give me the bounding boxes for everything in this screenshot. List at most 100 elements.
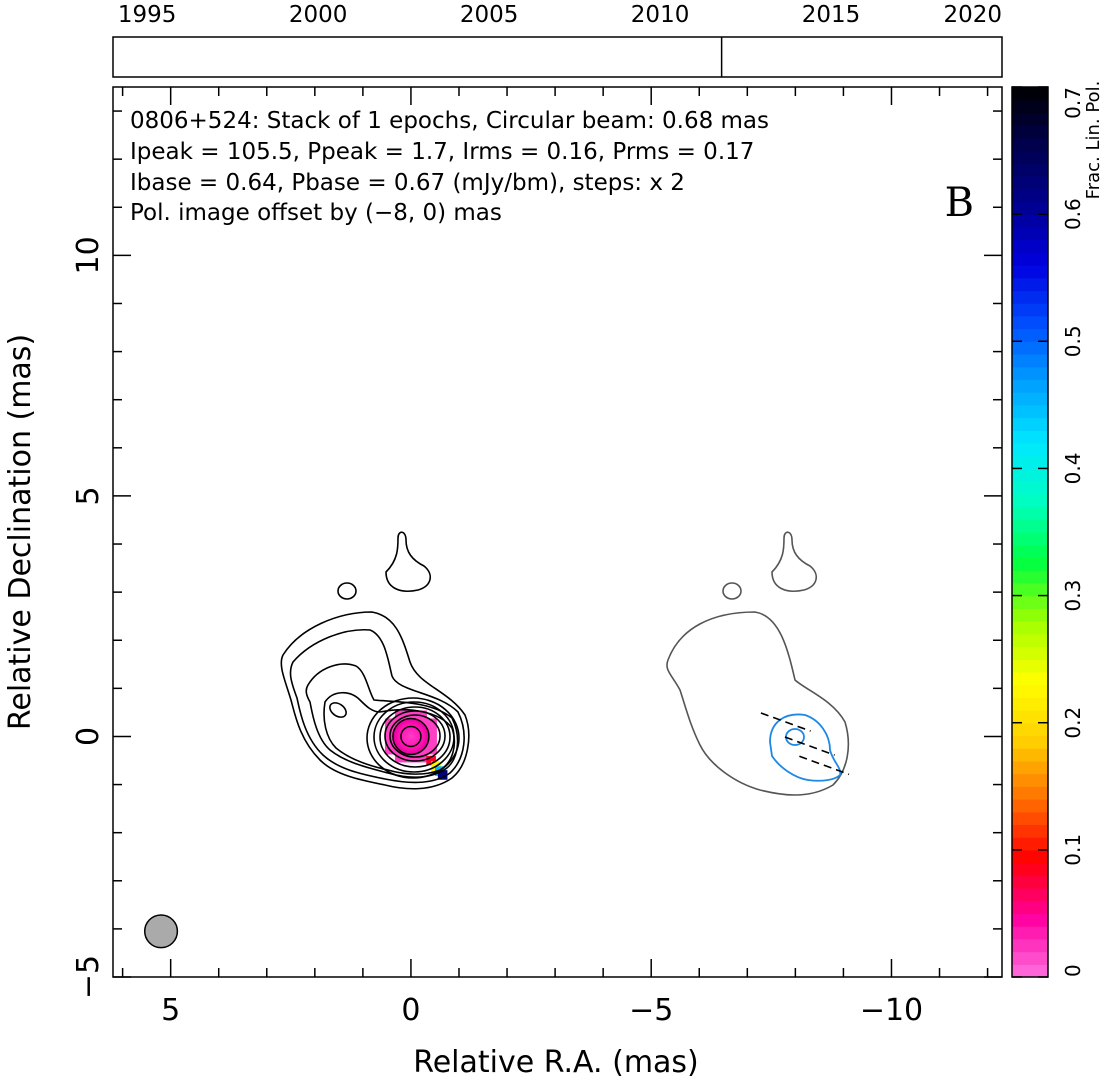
colorbar-band (1012, 379, 1048, 393)
timeline-tick-label: 2015 (802, 2, 861, 28)
colorbar-band (1012, 519, 1048, 533)
colorbar-band (1012, 252, 1048, 266)
colorbar-band (1012, 328, 1048, 342)
pol-intensity-contour-1 (769, 713, 842, 782)
x-tick-label: 0 (401, 993, 420, 1028)
colorbar-band (1012, 506, 1048, 520)
colorbar-tick-label: 0 (1061, 964, 1085, 977)
colorbar-band (1012, 722, 1048, 737)
colorbar-band (1012, 659, 1048, 673)
colorbar-band (1012, 366, 1048, 381)
stokes-i-jet-knot (385, 531, 431, 592)
colorbar-frame (1011, 86, 1049, 978)
colorbar-tick-label: 0.1 (1061, 834, 1085, 866)
stokes-i-contour-9 (384, 710, 446, 762)
colorbar-band (1012, 430, 1048, 444)
colorbar-band (1012, 455, 1048, 470)
pol-contour-blob (722, 582, 742, 600)
colorbar-band (1012, 315, 1048, 330)
colorbar-bands (1012, 87, 1048, 978)
colorbar-band (1012, 811, 1048, 826)
annotation-line-2: Ipeak = 105.5, Ppeak = 1.7, Irms = 0.16,… (130, 139, 754, 165)
frac-pol-pixel (426, 755, 436, 766)
colorbar-band (1012, 926, 1048, 940)
colorbar-band (1012, 710, 1048, 724)
colorbar-band (1012, 99, 1048, 114)
colorbar-band (1012, 392, 1048, 406)
pol-offset-note: Pol. image offset by (−8, 0) mas (130, 200, 502, 226)
colorbar-band (1012, 417, 1048, 431)
x-axis-ticks (121, 87, 989, 977)
colorbar-band (1012, 608, 1048, 622)
y-tick-label: −5 (71, 955, 106, 999)
stokes-i-blob (337, 582, 357, 600)
contour-map: 5 0 −5 −10 −5 0 5 10 Relative R.A. (mas) Relat… (3, 86, 1003, 1080)
colorbar-band (1012, 87, 1048, 101)
colorbar-band (1012, 786, 1048, 800)
colorbar-band (1012, 595, 1048, 609)
core-ring-outer (392, 717, 430, 756)
colorbar-band (1012, 799, 1048, 813)
timeline-ticks: 1995 2000 2005 2010 2015 2020 (118, 2, 1002, 28)
x-tick-label: −5 (629, 993, 673, 1028)
colorbar-band (1012, 481, 1048, 495)
colorbar-band (1012, 582, 1048, 597)
core-ring-inner (400, 725, 422, 748)
colorbar-band (1012, 532, 1048, 546)
colorbar-band (1012, 684, 1048, 698)
colorbar-band (1012, 938, 1048, 953)
y-tick-label: 10 (71, 236, 106, 274)
colorbar-band (1012, 176, 1048, 190)
colorbar-band (1012, 621, 1048, 635)
stokes-i-contour-2 (289, 629, 465, 784)
colorbar-band (1012, 163, 1048, 177)
colorbar-band (1012, 303, 1048, 317)
colorbar-band (1012, 773, 1048, 787)
colorbar-tick-label: 0.4 (1061, 453, 1085, 485)
colorbar-band (1012, 697, 1048, 711)
colorbar-band (1012, 557, 1048, 571)
colorbar-band (1012, 570, 1048, 584)
stokes-i-contour-4 (323, 691, 456, 775)
y-tick-label: 0 (71, 727, 106, 746)
timeline-tick-label: 2005 (460, 2, 519, 28)
colorbar-band (1012, 493, 1048, 508)
colorbar-band (1012, 150, 1048, 164)
stokes-i-contour-5 (329, 702, 347, 718)
colorbar-band (1012, 404, 1048, 419)
colorbar-tick-label: 0.3 (1061, 580, 1085, 612)
x-axis-tick-labels: 5 0 −5 −10 (161, 993, 923, 1028)
colorbar-tick-label: 0.2 (1061, 707, 1085, 739)
x-axis-label: Relative R.A. (mas) (413, 1045, 699, 1080)
stokes-i-contour-8 (379, 706, 451, 768)
beam-ellipse (143, 914, 179, 949)
stokes-i-contour-7 (373, 701, 455, 773)
colorbar-band (1012, 633, 1048, 648)
evpa-vector (760, 712, 811, 732)
stokes-i-contour-10 (389, 714, 441, 758)
colorbar-tick-label: 0.5 (1061, 325, 1085, 357)
frac-pol-pixel (437, 770, 448, 780)
colorbar-band (1012, 239, 1048, 253)
plot-frame (112, 86, 1003, 978)
y-axis-ticks (113, 110, 1002, 978)
epoch-timeline: 1995 2000 2005 2010 2015 2020 (112, 2, 1003, 78)
timeline-frame (112, 36, 1003, 78)
panel-letter: B (945, 180, 974, 226)
y-axis-label: Relative Declination (mas) (3, 334, 38, 730)
colorbar-band (1012, 964, 1048, 978)
evpa-vectors (760, 712, 850, 776)
beam (143, 914, 179, 949)
colorbar-band (1012, 849, 1048, 864)
colorbar-band (1012, 748, 1048, 762)
colorbar-band (1012, 354, 1048, 368)
annotation-line-3: Ibase = 0.64, Pbase = 0.67 (mJy/bm), ste… (130, 170, 685, 196)
x-tick-label: −10 (860, 993, 923, 1028)
timeline-tick-label: 2020 (943, 2, 1002, 28)
evpa-vector (784, 736, 835, 756)
colorbar-band (1012, 214, 1048, 228)
colorbar-band (1012, 201, 1048, 215)
colorbar-band (1012, 735, 1048, 749)
evpa-vector (799, 755, 850, 776)
